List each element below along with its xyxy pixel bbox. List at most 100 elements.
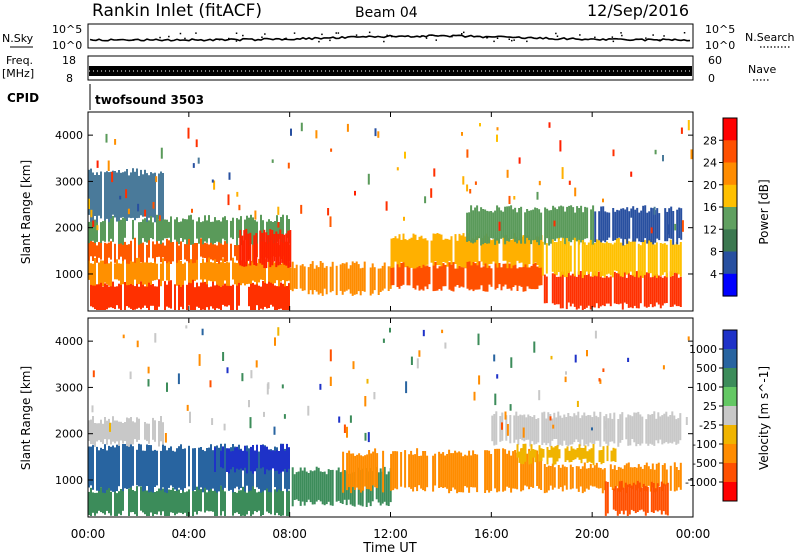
data-band-segment [675,242,678,274]
scatter-speck [667,224,670,235]
data-band-segment [526,209,529,238]
data-band-segment [92,241,94,261]
data-band-segment [92,263,94,286]
data-band-segment [264,259,266,283]
data-band-segment [569,245,572,272]
data-band-segment [110,446,112,491]
data-band-segment [286,260,288,282]
data-band-segment [100,171,102,219]
scatter-speck [346,426,348,438]
scatter-speck [396,167,399,171]
data-band-segment [567,241,570,274]
data-band-segment [659,416,662,440]
data-band-segment [212,262,214,282]
data-band-segment [482,235,485,266]
data-band-segment [486,265,489,292]
data-band-segment [280,444,282,473]
data-band-segment [569,275,572,307]
data-band-segment [516,212,519,244]
data-band-segment [652,483,655,513]
data-band-segment [142,256,144,285]
data-band-segment [563,414,566,441]
data-band-segment [311,471,314,505]
data-band-segment [527,414,530,440]
data-band-segment [104,444,106,494]
data-band-segment [134,171,136,221]
data-band-segment [620,208,623,239]
data-band-segment [587,242,590,275]
data-band-segment [577,411,580,442]
data-band-segment [214,258,216,282]
data-band-segment [589,415,592,443]
data-band-segment [216,245,218,262]
data-band-segment [174,490,176,516]
data-band-segment [588,449,591,462]
scatter-speck [627,357,630,362]
data-band-segment [554,446,557,465]
data-band-segment [549,466,552,486]
noise-speck [435,39,437,41]
data-band-segment [214,217,216,244]
data-band-segment [248,263,250,284]
data-band-segment [573,274,576,307]
data-band-segment [454,268,457,287]
data-band-segment [299,265,302,289]
noise-speck [683,32,686,34]
data-band-segment [666,482,669,516]
data-band-segment [138,286,140,308]
data-band-segment [530,444,533,464]
data-band-segment [136,449,138,486]
data-band-segment [576,448,579,458]
data-band-segment [124,171,126,219]
data-band-segment [571,416,574,445]
data-band-segment [220,221,222,244]
scatter-speck [389,327,391,333]
scatter-speck [152,202,155,209]
data-band-segment [420,264,423,290]
data-band-segment [204,451,206,488]
colorbar-swatch [723,251,737,275]
data-band-segment [278,485,280,516]
data-band-segment [164,488,166,516]
data-band-segment [663,413,666,444]
data-band-segment [640,487,643,510]
data-band-segment [130,443,132,488]
data-band-segment [516,268,519,291]
data-band-segment [370,453,373,491]
scatter-speck [496,134,498,142]
data-band-segment [633,467,636,486]
data-band-segment [104,283,106,310]
data-band-segment [593,271,596,308]
data-band-segment [578,208,581,245]
data-band-segment [220,485,222,516]
data-band-segment [250,260,252,284]
data-band-segment [454,234,457,264]
data-band-segment [558,206,561,239]
scatter-speck [366,378,369,384]
data-band-segment [226,261,228,286]
data-band-segment [110,285,112,308]
data-band-segment [284,284,286,310]
colorbar-swatch [723,273,737,297]
data-band-segment [619,242,622,277]
data-band-segment [102,260,104,287]
data-band-segment [98,423,100,441]
data-band-segment [510,239,513,269]
data-band-segment [230,243,232,261]
scatter-speck [343,424,346,433]
data-band-segment [541,241,544,276]
data-band-segment [331,261,334,292]
data-band-segment [146,173,148,222]
data-band-segment [162,258,164,281]
data-band-segment [460,235,463,268]
data-band-segment [524,212,527,244]
data-band-segment [90,419,92,445]
data-band-segment [673,272,676,305]
data-band-segment [665,273,668,303]
data-band-segment [315,265,318,292]
data-band-segment [524,455,527,486]
data-band-segment [597,417,600,441]
data-band-segment [126,244,128,264]
data-band-segment [653,411,656,446]
data-band-segment [180,261,182,287]
